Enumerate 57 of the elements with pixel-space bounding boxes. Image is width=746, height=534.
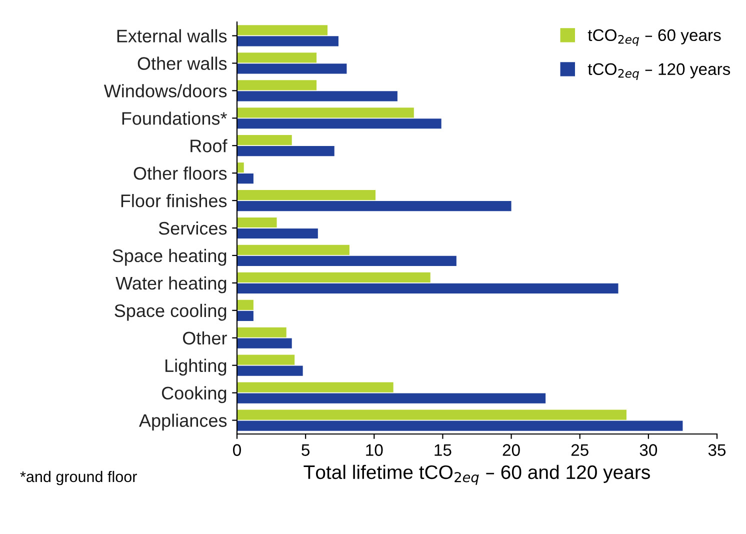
bar xyxy=(237,36,338,46)
bar xyxy=(237,146,334,156)
x-tick-label: 5 xyxy=(302,444,310,456)
bar xyxy=(237,354,295,365)
bar xyxy=(237,338,292,348)
bar xyxy=(237,327,286,338)
y-tick-label: Other walls xyxy=(138,56,227,70)
bar xyxy=(237,80,317,90)
bar xyxy=(237,283,618,294)
y-tick-label: External walls xyxy=(117,29,227,42)
bar xyxy=(237,200,512,212)
bar xyxy=(237,410,626,420)
bar xyxy=(237,244,350,256)
y-tick-label: Windows/doors xyxy=(104,84,227,98)
y-tick-label: Cooking xyxy=(162,386,226,404)
bar xyxy=(237,272,430,282)
y-tick-label: Other xyxy=(182,331,227,345)
x-tick-label: 10 xyxy=(366,444,383,456)
bar xyxy=(237,190,376,200)
y-tick-label: Floor finishes xyxy=(121,194,227,208)
bar xyxy=(237,366,303,376)
x-tick-label: 20 xyxy=(502,444,520,456)
bar xyxy=(237,108,414,118)
y-tick-label: Foundations* xyxy=(122,112,228,125)
legend-label: tCO$_{2eq}$ – 60 years xyxy=(588,29,721,46)
y-tick-label: Services xyxy=(158,221,227,235)
bar xyxy=(237,310,254,321)
bar xyxy=(237,135,292,146)
text: *and ground floor xyxy=(20,470,137,486)
y-tick-label: Roof xyxy=(190,139,228,152)
bar xyxy=(237,162,244,173)
legend-label: tCO$_{2eq}$ – 120 years xyxy=(588,63,730,80)
x-tick-label: 35 xyxy=(708,444,726,456)
bar xyxy=(237,174,254,184)
y-tick-label: Other floors xyxy=(134,166,227,180)
y-tick-label: Water heating xyxy=(116,276,226,294)
y-tick-label: Lighting xyxy=(166,358,226,376)
x-tick-label: 30 xyxy=(640,444,658,456)
bar xyxy=(237,420,683,431)
bar xyxy=(237,64,347,74)
bar xyxy=(237,118,442,129)
x-tick-label: 0 xyxy=(233,444,241,456)
y-tick-label: Space heating xyxy=(112,248,226,266)
x-tick-label: 15 xyxy=(434,444,452,456)
bar xyxy=(237,25,328,36)
bar xyxy=(237,228,318,239)
bar xyxy=(237,52,317,63)
y-tick-label: Space cooling xyxy=(114,304,226,321)
bar xyxy=(237,217,277,228)
bar xyxy=(237,382,394,392)
bar xyxy=(237,393,546,404)
x-axis-title: Total lifetime tCO$_{2eq}$ – 60 and 120 years xyxy=(304,464,650,485)
y-tick-label: Appliances xyxy=(138,414,227,431)
bar xyxy=(237,300,254,310)
x-tick-label: 25 xyxy=(571,444,588,456)
bar xyxy=(237,91,398,102)
bar xyxy=(237,256,456,266)
